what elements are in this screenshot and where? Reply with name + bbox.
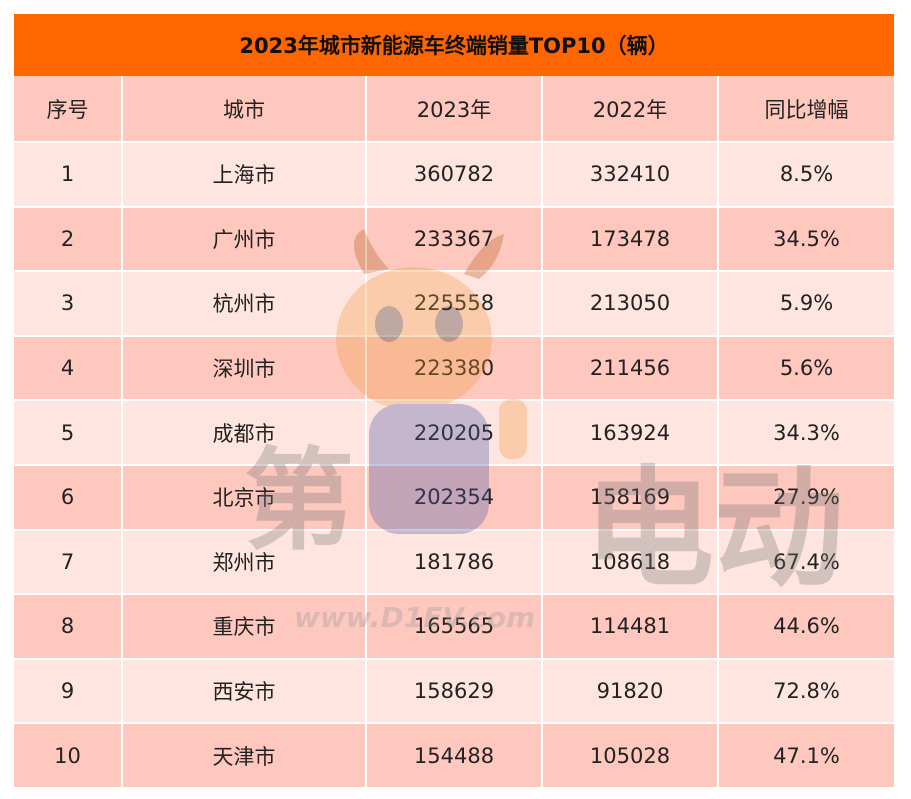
cell-2022: 163924 [542, 400, 719, 466]
header-yoy-growth: 同比增幅 [718, 76, 894, 143]
cell-rank: 4 [14, 335, 123, 402]
cell-rank: 1 [14, 142, 123, 208]
cell-2023: 154488 [366, 723, 543, 789]
cell-city: 杭州市 [122, 271, 367, 337]
cell-rank: 9 [14, 658, 123, 725]
cell-2023: 165565 [366, 594, 543, 660]
cell-2023: 360782 [366, 142, 543, 208]
cell-yoy-growth: 5.6% [718, 335, 894, 402]
cell-city: 郑州市 [122, 529, 367, 596]
cell-yoy-growth: 72.8% [718, 658, 894, 725]
cell-rank: 8 [14, 594, 123, 660]
cell-city: 成都市 [122, 400, 367, 466]
cell-city: 上海市 [122, 142, 367, 208]
cell-2023: 220205 [366, 400, 543, 466]
table-row: 9 西安市 158629 91820 72.8% [14, 658, 894, 725]
cell-rank: 6 [14, 464, 123, 531]
cell-city: 北京市 [122, 464, 367, 531]
cell-yoy-growth: 8.5% [718, 142, 894, 208]
header-2022: 2022年 [542, 76, 719, 143]
table-row: 10 天津市 154488 105028 47.1% [14, 723, 894, 789]
cell-2023: 181786 [366, 529, 543, 596]
cell-2022: 114481 [542, 594, 719, 660]
table-row: 1 上海市 360782 332410 8.5% [14, 142, 894, 208]
cell-city: 天津市 [122, 723, 367, 789]
sales-table: 序号 城市 2023年 2022年 同比增幅 1 上海市 360782 332410 8… [14, 76, 894, 789]
cell-2022: 173478 [542, 206, 719, 273]
cell-2022: 211456 [542, 335, 719, 402]
sales-table-card: 2023年城市新能源车终端销量TOP10（辆） 序号 城市 2023年 2022… [14, 14, 894, 789]
cell-city: 广州市 [122, 206, 367, 273]
table-header-row: 序号 城市 2023年 2022年 同比增幅 [14, 76, 894, 143]
cell-2022: 91820 [542, 658, 719, 725]
cell-2022: 105028 [542, 723, 719, 789]
cell-yoy-growth: 67.4% [718, 529, 894, 596]
table-title: 2023年城市新能源车终端销量TOP10（辆） [14, 14, 894, 76]
table-row: 6 北京市 202354 158169 27.9% [14, 464, 894, 531]
cell-2022: 108618 [542, 529, 719, 596]
cell-city: 重庆市 [122, 594, 367, 660]
cell-2023: 225558 [366, 271, 543, 337]
cell-2022: 213050 [542, 271, 719, 337]
table-row: 7 郑州市 181786 108618 67.4% [14, 529, 894, 596]
header-2023: 2023年 [366, 76, 543, 143]
cell-2022: 158169 [542, 464, 719, 531]
table-row: 2 广州市 233367 173478 34.5% [14, 206, 894, 273]
cell-rank: 10 [14, 723, 123, 789]
cell-rank: 7 [14, 529, 123, 596]
cell-2022: 332410 [542, 142, 719, 208]
cell-rank: 5 [14, 400, 123, 466]
table-row: 4 深圳市 223380 211456 5.6% [14, 335, 894, 402]
cell-rank: 3 [14, 271, 123, 337]
cell-rank: 2 [14, 206, 123, 273]
cell-yoy-growth: 47.1% [718, 723, 894, 789]
cell-yoy-growth: 34.3% [718, 400, 894, 466]
cell-2023: 223380 [366, 335, 543, 402]
cell-yoy-growth: 5.9% [718, 271, 894, 337]
cell-2023: 233367 [366, 206, 543, 273]
cell-2023: 158629 [366, 658, 543, 725]
cell-yoy-growth: 44.6% [718, 594, 894, 660]
header-rank: 序号 [14, 76, 123, 143]
cell-yoy-growth: 34.5% [718, 206, 894, 273]
cell-city: 深圳市 [122, 335, 367, 402]
cell-city: 西安市 [122, 658, 367, 725]
cell-2023: 202354 [366, 464, 543, 531]
table-row: 3 杭州市 225558 213050 5.9% [14, 271, 894, 337]
table-row: 5 成都市 220205 163924 34.3% [14, 400, 894, 466]
table-row: 8 重庆市 165565 114481 44.6% [14, 594, 894, 660]
cell-yoy-growth: 27.9% [718, 464, 894, 531]
header-city: 城市 [122, 76, 367, 143]
